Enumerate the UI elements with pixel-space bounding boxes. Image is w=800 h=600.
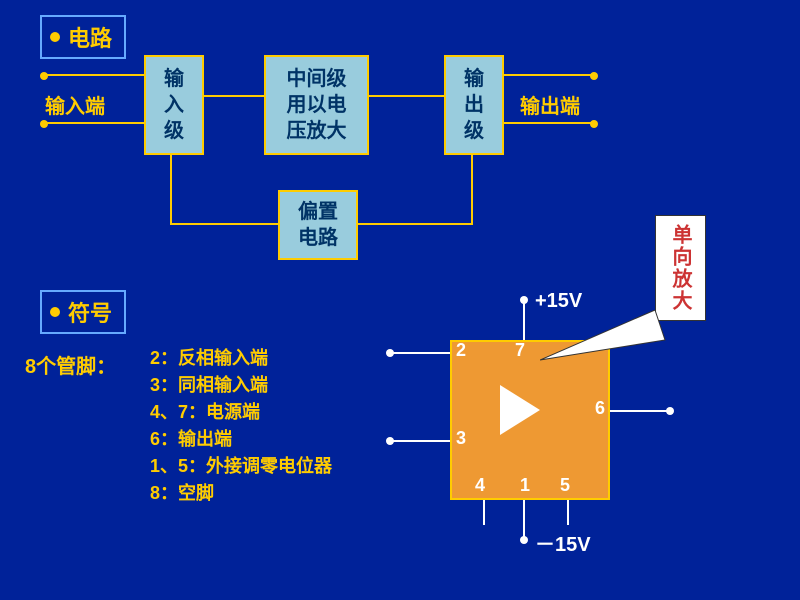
bullet-icon bbox=[50, 32, 60, 42]
pin-desc-3: 3：同相输入端 bbox=[150, 372, 332, 399]
output-node-2 bbox=[590, 120, 598, 128]
symbol-section-header: 符号 bbox=[40, 290, 126, 334]
pin-3-label: 3 bbox=[456, 428, 466, 449]
pin-6-label: 6 bbox=[595, 398, 605, 419]
bias-left-v bbox=[170, 155, 172, 225]
pin-5-label: 5 bbox=[560, 475, 570, 496]
neg15v-label: －15V bbox=[535, 528, 591, 557]
bias-left-h bbox=[170, 223, 278, 225]
output-node-1 bbox=[590, 72, 598, 80]
pin-7-label: 7 bbox=[515, 340, 525, 361]
input-line-1 bbox=[44, 74, 144, 76]
pin7-lead bbox=[523, 300, 525, 340]
opamp-triangle-icon bbox=[500, 385, 540, 435]
callout-pointer bbox=[540, 310, 670, 370]
pin2-node bbox=[386, 349, 394, 357]
conn-mid-output bbox=[369, 95, 444, 97]
block-output-stage: 输 出 级 bbox=[444, 55, 504, 155]
pin7-node bbox=[520, 296, 528, 304]
block-mid-stage: 中间级 用以电 压放大 bbox=[264, 55, 369, 155]
pin-2-label: 2 bbox=[456, 340, 466, 361]
pin4-lead bbox=[523, 500, 525, 540]
pin-desc-8: 8：空脚 bbox=[150, 480, 332, 507]
input-terminal-label: 输入端 bbox=[45, 90, 105, 119]
output-terminal-label: 输出端 bbox=[520, 90, 580, 119]
pin-desc-2: 2：反相输入端 bbox=[150, 345, 332, 372]
pin1-lead bbox=[483, 500, 485, 525]
block-bias: 偏置 电路 bbox=[278, 190, 358, 260]
pin-desc-15: 1、5：外接调零电位器 bbox=[150, 453, 332, 480]
pin-desc-47: 4、7：电源端 bbox=[150, 399, 332, 426]
callout-box: 单向放大 bbox=[655, 215, 706, 321]
pin3-node bbox=[386, 437, 394, 445]
pin6-lead bbox=[610, 410, 670, 412]
output-line-2 bbox=[504, 122, 594, 124]
pin-description-list: 2：反相输入端 3：同相输入端 4、7：电源端 6：输出端 1、5：外接调零电位… bbox=[150, 345, 332, 507]
bias-right-v bbox=[471, 155, 473, 225]
pin6-node bbox=[666, 407, 674, 415]
input-line-2 bbox=[44, 122, 144, 124]
pin2-lead bbox=[390, 352, 450, 354]
output-line-1 bbox=[504, 74, 594, 76]
pin-desc-6: 6：输出端 bbox=[150, 426, 332, 453]
block-input-stage: 输 入 级 bbox=[144, 55, 204, 155]
circuit-title: 电路 bbox=[68, 21, 112, 53]
circuit-section-header: 电路 bbox=[40, 15, 126, 59]
conn-input-mid bbox=[204, 95, 264, 97]
bullet-icon bbox=[50, 307, 60, 317]
pin3-lead bbox=[390, 440, 450, 442]
symbol-title: 符号 bbox=[68, 296, 112, 328]
pin5-lead bbox=[567, 500, 569, 525]
pin-1-label: 1 bbox=[520, 475, 530, 496]
bias-right-h bbox=[358, 223, 473, 225]
pin4-node bbox=[520, 536, 528, 544]
pin-4-label: 4 bbox=[475, 475, 485, 496]
pin-count-label: 8个管脚： bbox=[25, 350, 116, 379]
